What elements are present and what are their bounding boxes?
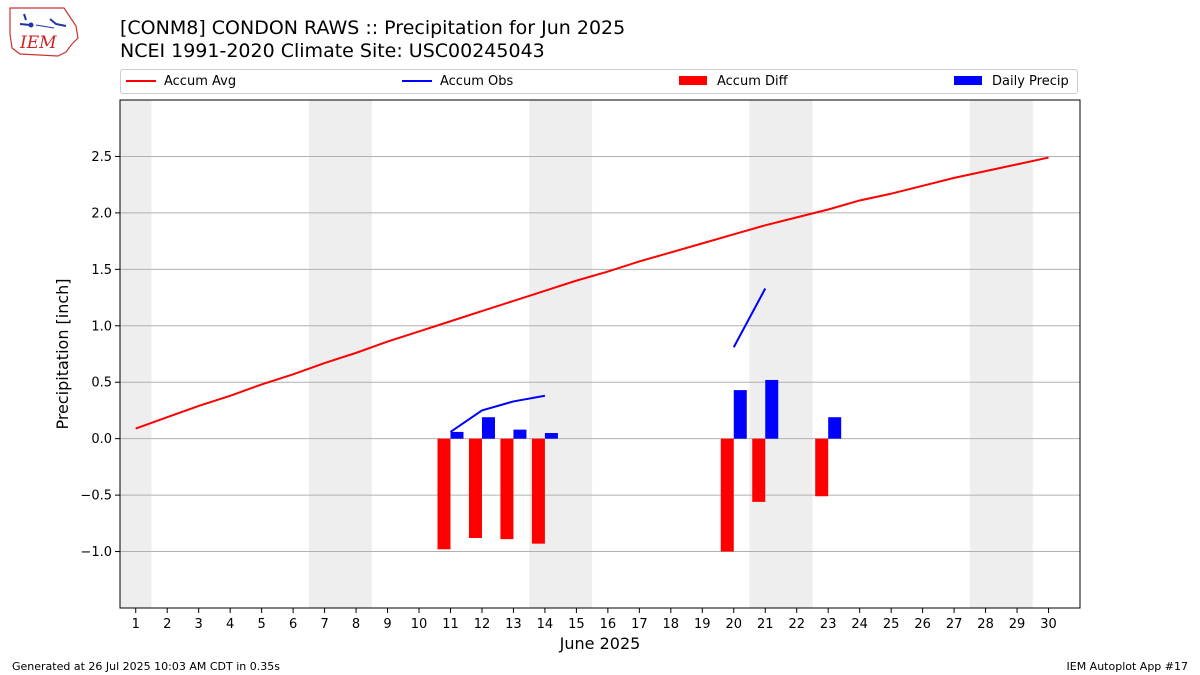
x-tick-label: 3 — [195, 617, 203, 632]
accum-diff-bar — [437, 438, 451, 550]
x-tick-label: 17 — [631, 617, 648, 632]
x-tick-label: 29 — [1009, 617, 1026, 632]
legend-label-daily-precip: Daily Precip — [992, 74, 1069, 89]
footer-app-text: IEM Autoplot App #17 — [1066, 660, 1189, 673]
y-tick-label: −0.5 — [80, 489, 112, 504]
daily-precip-bar — [733, 390, 747, 439]
x-tick-label: 10 — [411, 617, 428, 632]
x-tick-label: 25 — [883, 617, 900, 632]
x-tick-label: 4 — [226, 617, 234, 632]
daily-precip-bar — [513, 429, 527, 439]
legend-label-accum-avg: Accum Avg — [164, 74, 237, 89]
x-tick-label: 27 — [946, 617, 963, 632]
x-tick-label: 23 — [820, 617, 837, 632]
legend-swatch-daily-precip — [954, 76, 982, 85]
accum-obs-line — [449, 394, 546, 433]
legend-label-accum-obs: Accum Obs — [440, 74, 514, 89]
chart-subtitle: NCEI 1991-2020 Climate Site: USC00245043 — [120, 40, 545, 62]
y-tick-label: 0.0 — [91, 432, 112, 447]
accum-diff-bar — [815, 438, 829, 497]
chart-title: [CONM8] CONDON RAWS :: Precipitation for… — [120, 17, 626, 39]
legend-item-accum-avg: Accum Avg — [126, 73, 236, 91]
legend-swatch-accum-diff — [679, 76, 707, 85]
accum-diff-bar — [720, 438, 734, 552]
legend-swatch-accum-avg — [126, 79, 156, 82]
footer-generated-text: Generated at 26 Jul 2025 10:03 AM CDT in… — [12, 660, 280, 673]
x-tick-label: 9 — [383, 617, 391, 632]
x-tick-label: 20 — [725, 617, 742, 632]
daily-precip-bar — [450, 431, 464, 439]
x-tick-label: 1 — [132, 617, 140, 632]
x-tick-label: 19 — [694, 617, 711, 632]
x-tick-label: 30 — [1040, 617, 1057, 632]
plot-frame — [119, 99, 1081, 609]
chart-legend: Accum Avg Accum Obs Accum Diff Daily Pre… — [120, 69, 1078, 94]
x-tick-label: 14 — [537, 617, 554, 632]
legend-label-accum-diff: Accum Diff — [717, 74, 788, 89]
weekend-shade — [308, 100, 372, 608]
x-tick-label: 18 — [663, 617, 680, 632]
x-tick-label: 16 — [600, 617, 617, 632]
x-tick-label: 21 — [757, 617, 774, 632]
daily-precip-bar — [481, 417, 495, 439]
accum-diff-bar — [500, 438, 514, 540]
accum-diff-bar — [752, 438, 766, 502]
x-tick-label: 24 — [851, 617, 868, 632]
daily-precip-bar — [828, 417, 842, 439]
x-tick-label: 11 — [442, 617, 459, 632]
x-tick-label: 26 — [914, 617, 931, 632]
y-tick-label: 1.5 — [91, 263, 112, 278]
accum-diff-bar — [468, 438, 482, 539]
iem-logo: IEM — [6, 4, 82, 62]
weekend-shade — [120, 100, 152, 608]
x-axis-label: June 2025 — [559, 634, 641, 653]
y-tick-label: 0.5 — [91, 376, 112, 391]
x-tick-label: 15 — [568, 617, 585, 632]
x-tick-label: 8 — [352, 617, 360, 632]
svg-text:IEM: IEM — [19, 33, 57, 53]
weekend-shade — [749, 100, 813, 608]
y-tick-label: 1.0 — [91, 319, 112, 334]
y-tick-label: 2.5 — [91, 150, 112, 165]
x-tick-label: 13 — [505, 617, 522, 632]
x-tick-label: 22 — [788, 617, 805, 632]
accum-diff-bar — [531, 438, 545, 544]
y-tick-label: 2.0 — [91, 206, 112, 221]
daily-precip-bar — [765, 379, 779, 439]
legend-item-accum-diff: Accum Diff — [679, 73, 788, 91]
x-tick-label: 5 — [257, 617, 265, 632]
legend-item-daily-precip: Daily Precip — [954, 73, 1069, 91]
legend-swatch-accum-obs — [402, 79, 432, 82]
x-tick-label: 2 — [163, 617, 171, 632]
x-tick-label: 12 — [474, 617, 491, 632]
legend-item-accum-obs: Accum Obs — [402, 73, 513, 91]
accum-avg-line — [135, 156, 1049, 430]
x-tick-label: 6 — [289, 617, 297, 632]
y-axis-label: Precipitation [inch] — [53, 278, 72, 429]
daily-precip-bar — [544, 433, 558, 439]
y-tick-label: −1.0 — [80, 545, 112, 560]
accum-obs-line — [732, 288, 767, 348]
x-tick-label: 28 — [977, 617, 994, 632]
weekend-shade — [969, 100, 1033, 608]
x-tick-label: 7 — [320, 617, 328, 632]
